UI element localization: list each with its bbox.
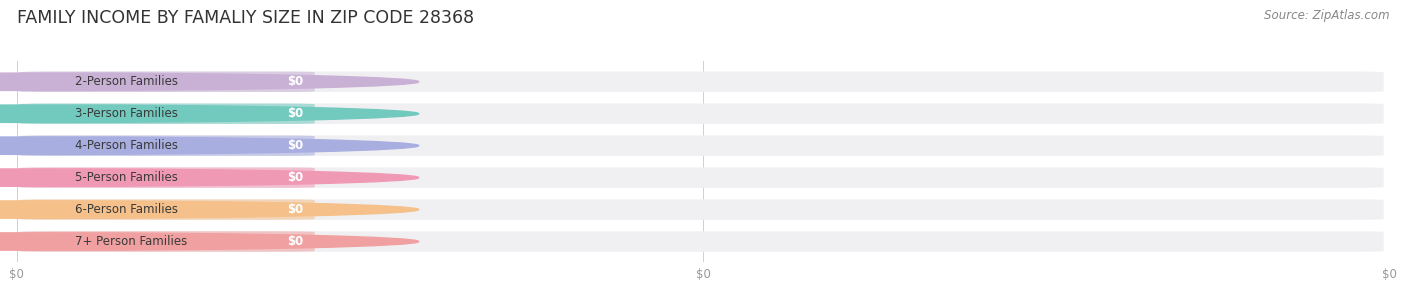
Text: 6-Person Families: 6-Person Families [75, 203, 177, 216]
FancyBboxPatch shape [20, 103, 1384, 124]
Text: 4-Person Families: 4-Person Families [75, 139, 177, 152]
FancyBboxPatch shape [20, 72, 315, 92]
FancyBboxPatch shape [20, 167, 315, 188]
Circle shape [0, 105, 419, 122]
Text: 3-Person Families: 3-Person Families [75, 107, 177, 120]
Text: $0: $0 [287, 203, 304, 216]
Circle shape [0, 169, 419, 186]
FancyBboxPatch shape [20, 135, 315, 156]
FancyBboxPatch shape [20, 231, 315, 252]
Text: 5-Person Families: 5-Person Families [75, 171, 177, 184]
FancyBboxPatch shape [20, 199, 1384, 220]
Text: $0: $0 [287, 171, 304, 184]
Text: FAMILY INCOME BY FAMALIY SIZE IN ZIP CODE 28368: FAMILY INCOME BY FAMALIY SIZE IN ZIP COD… [17, 9, 474, 27]
Circle shape [0, 233, 419, 250]
FancyBboxPatch shape [20, 231, 1384, 252]
FancyBboxPatch shape [20, 135, 1384, 156]
FancyBboxPatch shape [20, 199, 315, 220]
Text: 7+ Person Families: 7+ Person Families [75, 235, 187, 248]
Text: $0: $0 [287, 75, 304, 88]
FancyBboxPatch shape [20, 72, 1384, 92]
Text: 2-Person Families: 2-Person Families [75, 75, 177, 88]
FancyBboxPatch shape [20, 167, 1384, 188]
Circle shape [0, 73, 419, 91]
Text: $0: $0 [287, 235, 304, 248]
Text: $0: $0 [287, 107, 304, 120]
FancyBboxPatch shape [20, 103, 315, 124]
Circle shape [0, 137, 419, 154]
Text: $0: $0 [287, 139, 304, 152]
Text: Source: ZipAtlas.com: Source: ZipAtlas.com [1264, 9, 1389, 22]
Circle shape [0, 201, 419, 218]
